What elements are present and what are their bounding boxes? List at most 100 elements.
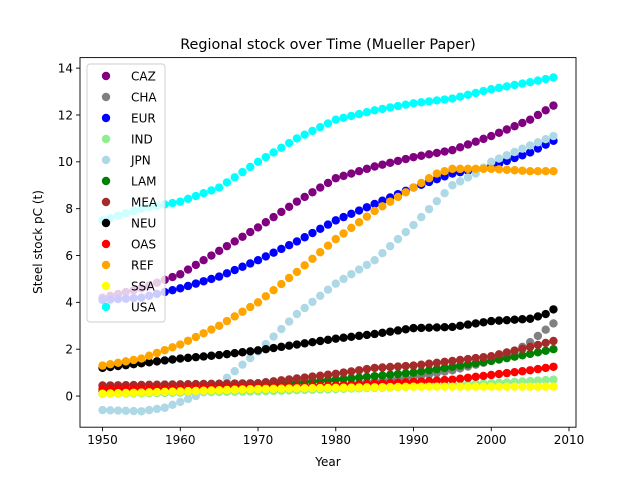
data-point: [417, 360, 426, 369]
data-point: [432, 96, 442, 105]
data-point: [533, 138, 543, 147]
data-point: [417, 367, 426, 376]
data-point: [354, 167, 364, 176]
data-point: [525, 342, 535, 352]
legend-label: CHA: [131, 90, 157, 104]
data-point: [502, 125, 512, 134]
data-point: [385, 241, 395, 251]
data-point: [385, 103, 395, 112]
legend-label: LAM: [131, 174, 157, 188]
data-point: [191, 352, 201, 362]
data-point: [541, 375, 550, 385]
data-point: [323, 383, 333, 393]
data-point: [160, 356, 169, 365]
data-point: [191, 191, 201, 201]
data-point: [385, 197, 395, 206]
data-point: [160, 387, 169, 397]
data-point: [253, 298, 263, 307]
data-point: [502, 368, 512, 378]
data-point: [284, 202, 294, 211]
data-point: [463, 90, 473, 100]
data-point: [323, 178, 333, 188]
legend-label: OAS: [131, 237, 156, 251]
x-axis-label: Year: [314, 455, 340, 469]
data-point: [463, 173, 473, 182]
data-point: [354, 366, 364, 375]
data-point: [246, 353, 255, 363]
data-point: [331, 383, 340, 393]
data-point: [471, 353, 480, 363]
data-point: [424, 204, 434, 214]
data-point: [393, 369, 403, 379]
data-point: [455, 321, 465, 330]
data-point: [168, 355, 177, 364]
data-point: [378, 382, 387, 392]
data-point: [339, 113, 348, 122]
data-point: [191, 386, 201, 396]
data-point: [378, 371, 387, 380]
data-point: [432, 358, 442, 367]
data-point: [238, 307, 247, 316]
data-point: [385, 370, 395, 379]
data-point: [308, 337, 317, 347]
data-point: [432, 382, 442, 391]
y-tick-label: 2: [65, 343, 73, 357]
data-point: [401, 325, 410, 334]
data-point: [479, 382, 488, 391]
data-point: [549, 382, 558, 391]
data-point: [378, 104, 387, 114]
data-point: [253, 256, 263, 265]
data-point: [308, 254, 317, 263]
data-point: [183, 281, 193, 291]
data-point: [331, 334, 340, 343]
data-point: [479, 352, 488, 362]
data-point: [370, 363, 379, 373]
data-point: [339, 171, 348, 181]
data-point: [362, 212, 372, 221]
data-point: [106, 406, 115, 415]
data-point: [269, 248, 278, 257]
data-point: [292, 197, 302, 206]
data-point: [455, 164, 465, 174]
data-point: [417, 212, 426, 222]
data-point: [541, 382, 550, 391]
data-point: [323, 220, 333, 229]
data-point: [401, 154, 410, 164]
data-point: [549, 73, 558, 82]
data-point: [230, 265, 239, 275]
data-point: [525, 148, 535, 157]
data-point: [549, 375, 558, 384]
data-point: [137, 388, 146, 397]
data-point: [277, 376, 286, 385]
data-point: [253, 384, 263, 394]
data-point: [440, 322, 449, 332]
legend-label: JPN: [130, 153, 151, 167]
data-point: [222, 316, 232, 326]
data-point: [300, 373, 309, 382]
data-point: [331, 174, 340, 183]
data-point: [347, 383, 356, 392]
data-point: [152, 387, 162, 397]
data-point: [448, 94, 457, 103]
data-point: [238, 167, 247, 177]
data-point: [222, 241, 232, 251]
data-point: [541, 167, 550, 176]
data-point: [160, 403, 169, 412]
data-point: [183, 265, 193, 274]
data-point: [417, 178, 426, 188]
data-point: [207, 351, 216, 360]
data-point: [347, 209, 356, 219]
data-points: [98, 73, 558, 416]
data-point: [137, 354, 146, 363]
data-point: [533, 364, 543, 374]
data-point: [463, 382, 473, 391]
data-point: [98, 389, 107, 398]
data-point: [269, 148, 278, 157]
data-point: [362, 383, 372, 392]
data-point: [417, 323, 426, 333]
data-point: [129, 406, 138, 416]
data-point: [300, 130, 309, 139]
data-point: [549, 362, 558, 371]
data-point: [424, 174, 434, 183]
data-point: [455, 143, 465, 152]
